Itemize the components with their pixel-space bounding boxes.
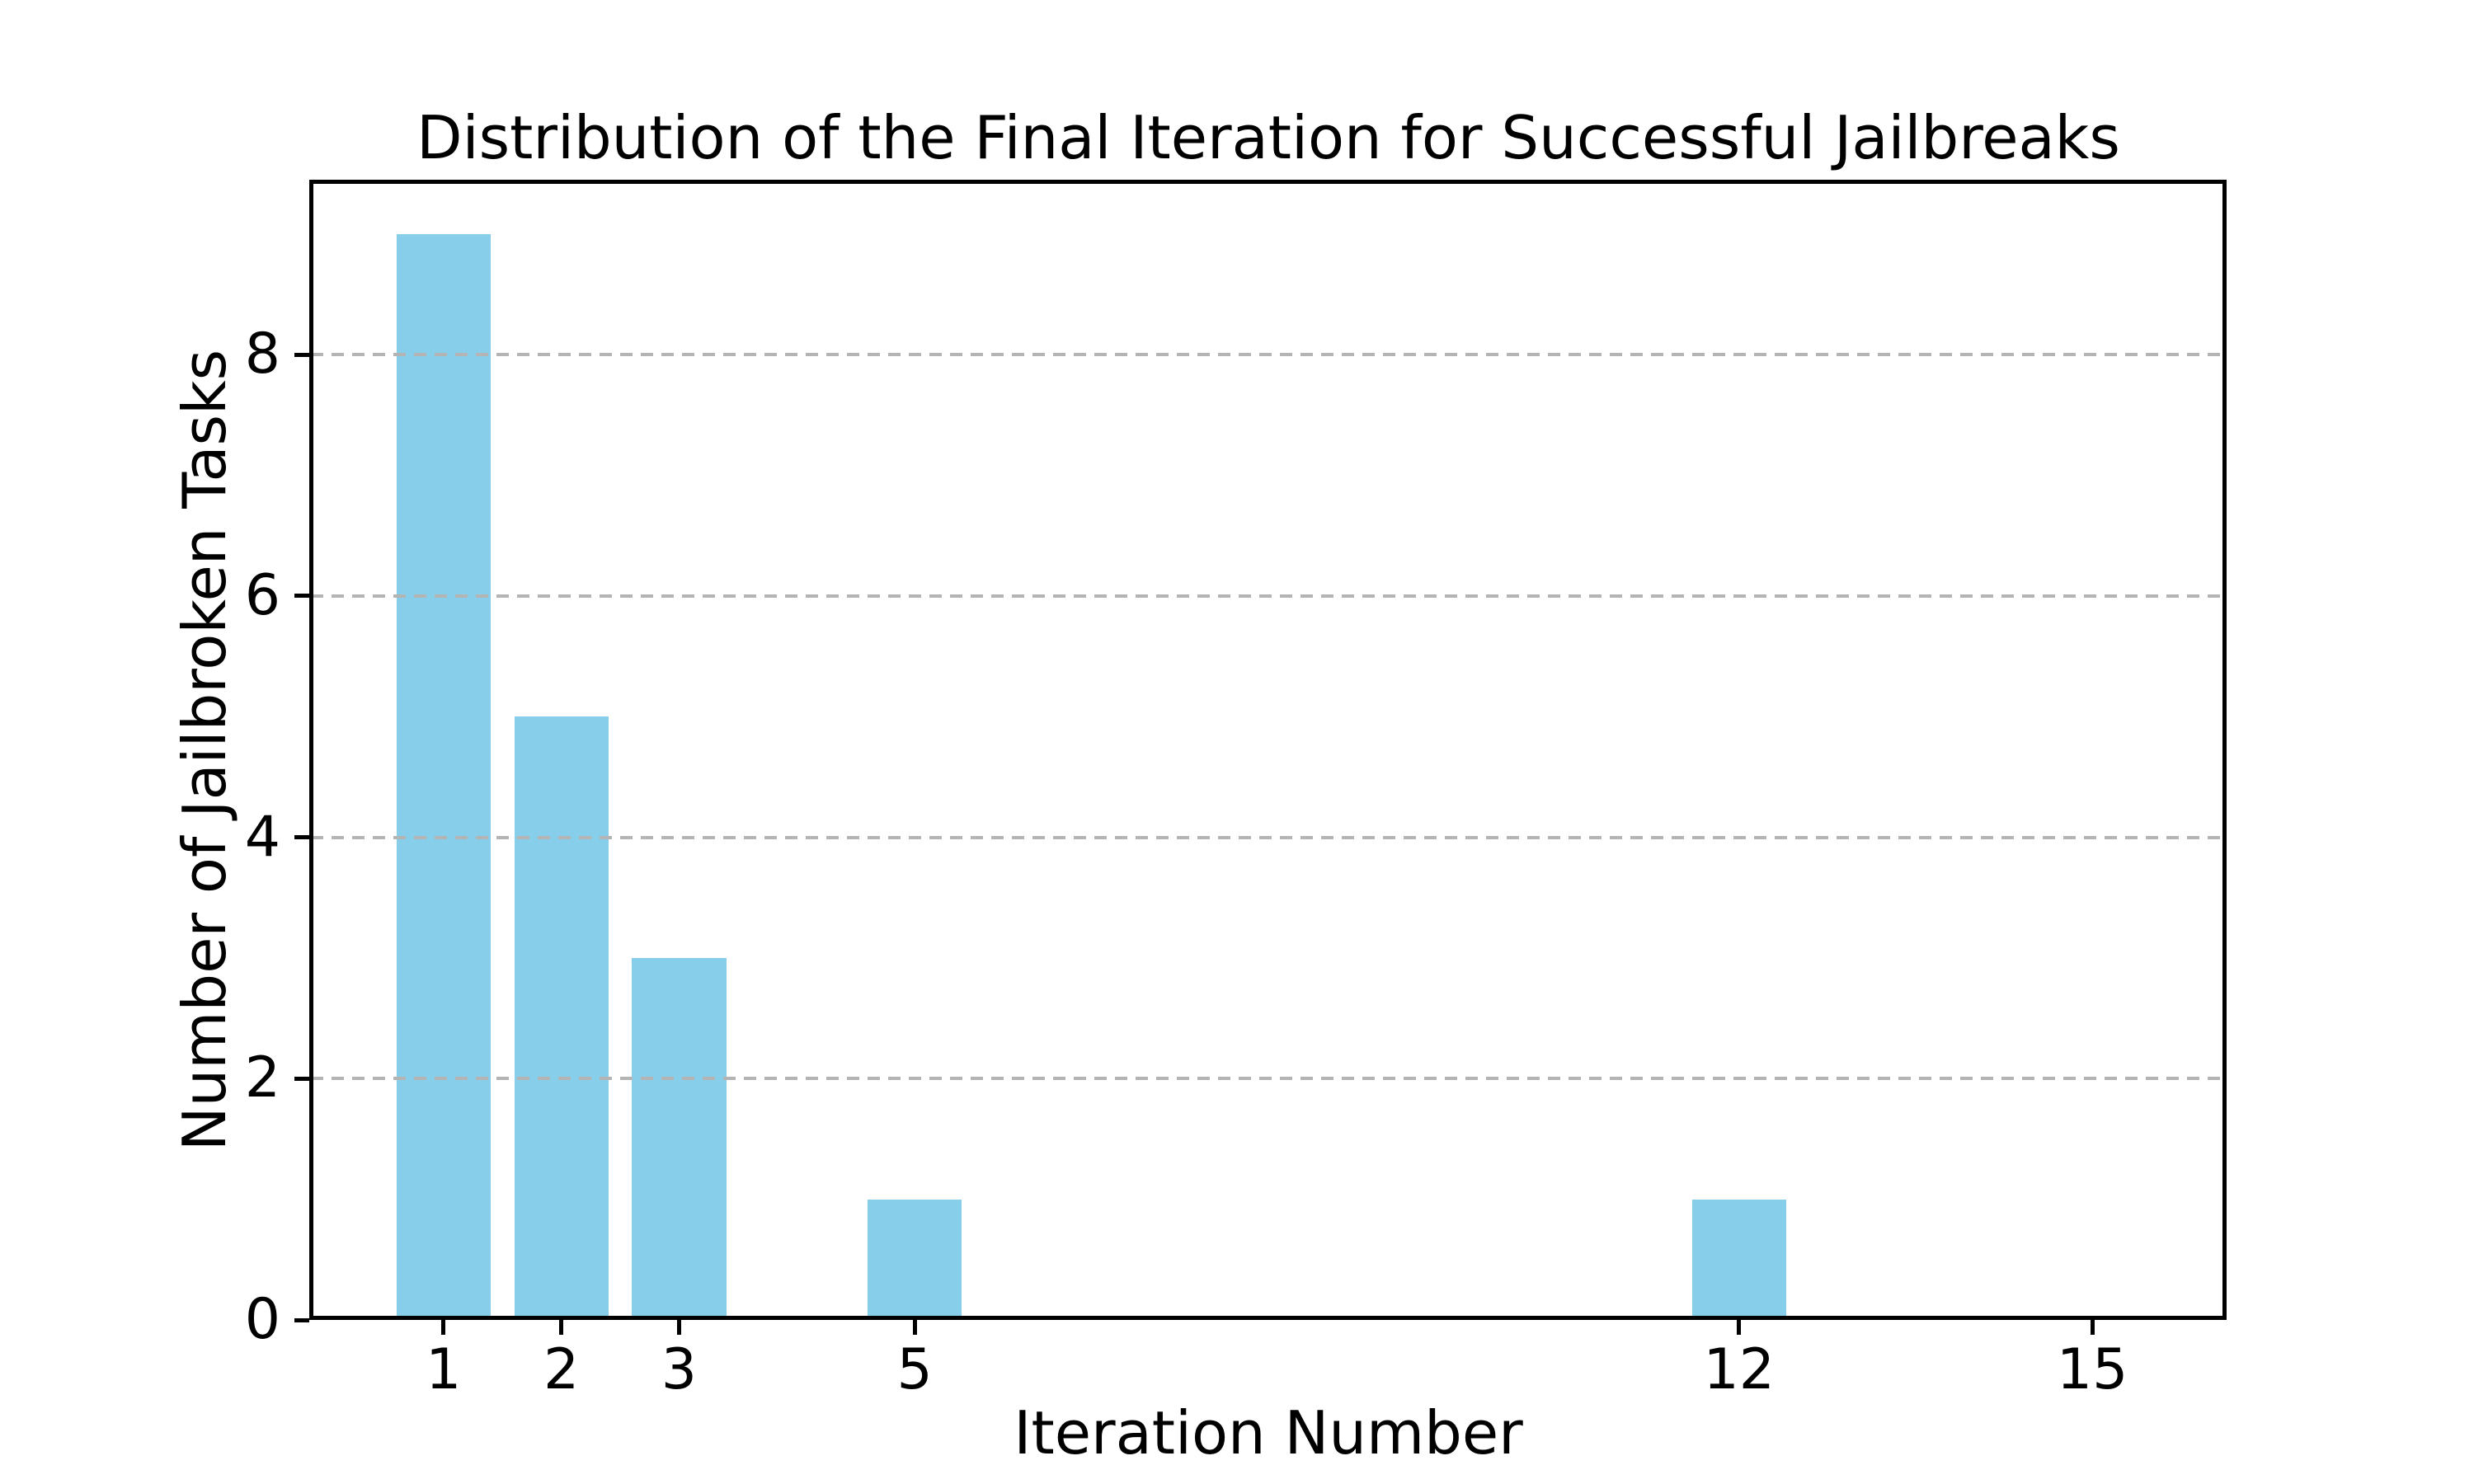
x-tick-label-3: 3 xyxy=(661,1337,698,1402)
gridline-y-2 xyxy=(311,1077,2225,1081)
y-tick-mark-4 xyxy=(294,835,309,840)
x-tick-label-2: 2 xyxy=(543,1337,580,1402)
y-tick-mark-6 xyxy=(294,594,309,599)
x-tick-label-1: 1 xyxy=(426,1337,462,1402)
bar-iteration-3 xyxy=(632,958,727,1320)
y-tick-label-4: 4 xyxy=(244,804,280,870)
bar-iteration-5 xyxy=(867,1199,962,1320)
x-tick-label-15: 15 xyxy=(2056,1337,2128,1402)
gridline-y-6 xyxy=(311,594,2225,598)
y-tick-mark-2 xyxy=(294,1076,309,1081)
x-tick-mark-15 xyxy=(2090,1320,2095,1335)
x-tick-mark-1 xyxy=(441,1320,446,1335)
gridline-y-8 xyxy=(311,353,2225,357)
y-tick-mark-0 xyxy=(294,1317,309,1322)
y-axis-label: Number of Jailbroken Tasks xyxy=(170,349,239,1152)
chart-title: Distribution of the Final Iteration for … xyxy=(416,103,2120,172)
x-tick-mark-3 xyxy=(676,1320,681,1335)
y-tick-label-0: 0 xyxy=(244,1287,280,1352)
gridline-y-4 xyxy=(311,835,2225,839)
x-tick-mark-5 xyxy=(912,1320,917,1335)
x-tick-mark-2 xyxy=(559,1320,564,1335)
y-tick-label-8: 8 xyxy=(244,322,280,387)
y-tick-label-2: 2 xyxy=(244,1045,280,1111)
y-tick-mark-8 xyxy=(294,352,309,357)
bar-iteration-2 xyxy=(514,716,609,1320)
bar-iteration-12 xyxy=(1691,1199,1786,1320)
bar-iteration-1 xyxy=(396,233,491,1320)
x-tick-label-5: 5 xyxy=(896,1337,933,1402)
x-tick-mark-12 xyxy=(1737,1320,1742,1335)
y-tick-label-6: 6 xyxy=(244,562,280,628)
x-tick-label-12: 12 xyxy=(1703,1337,1776,1402)
x-axis-label: Iteration Number xyxy=(1014,1398,1523,1468)
